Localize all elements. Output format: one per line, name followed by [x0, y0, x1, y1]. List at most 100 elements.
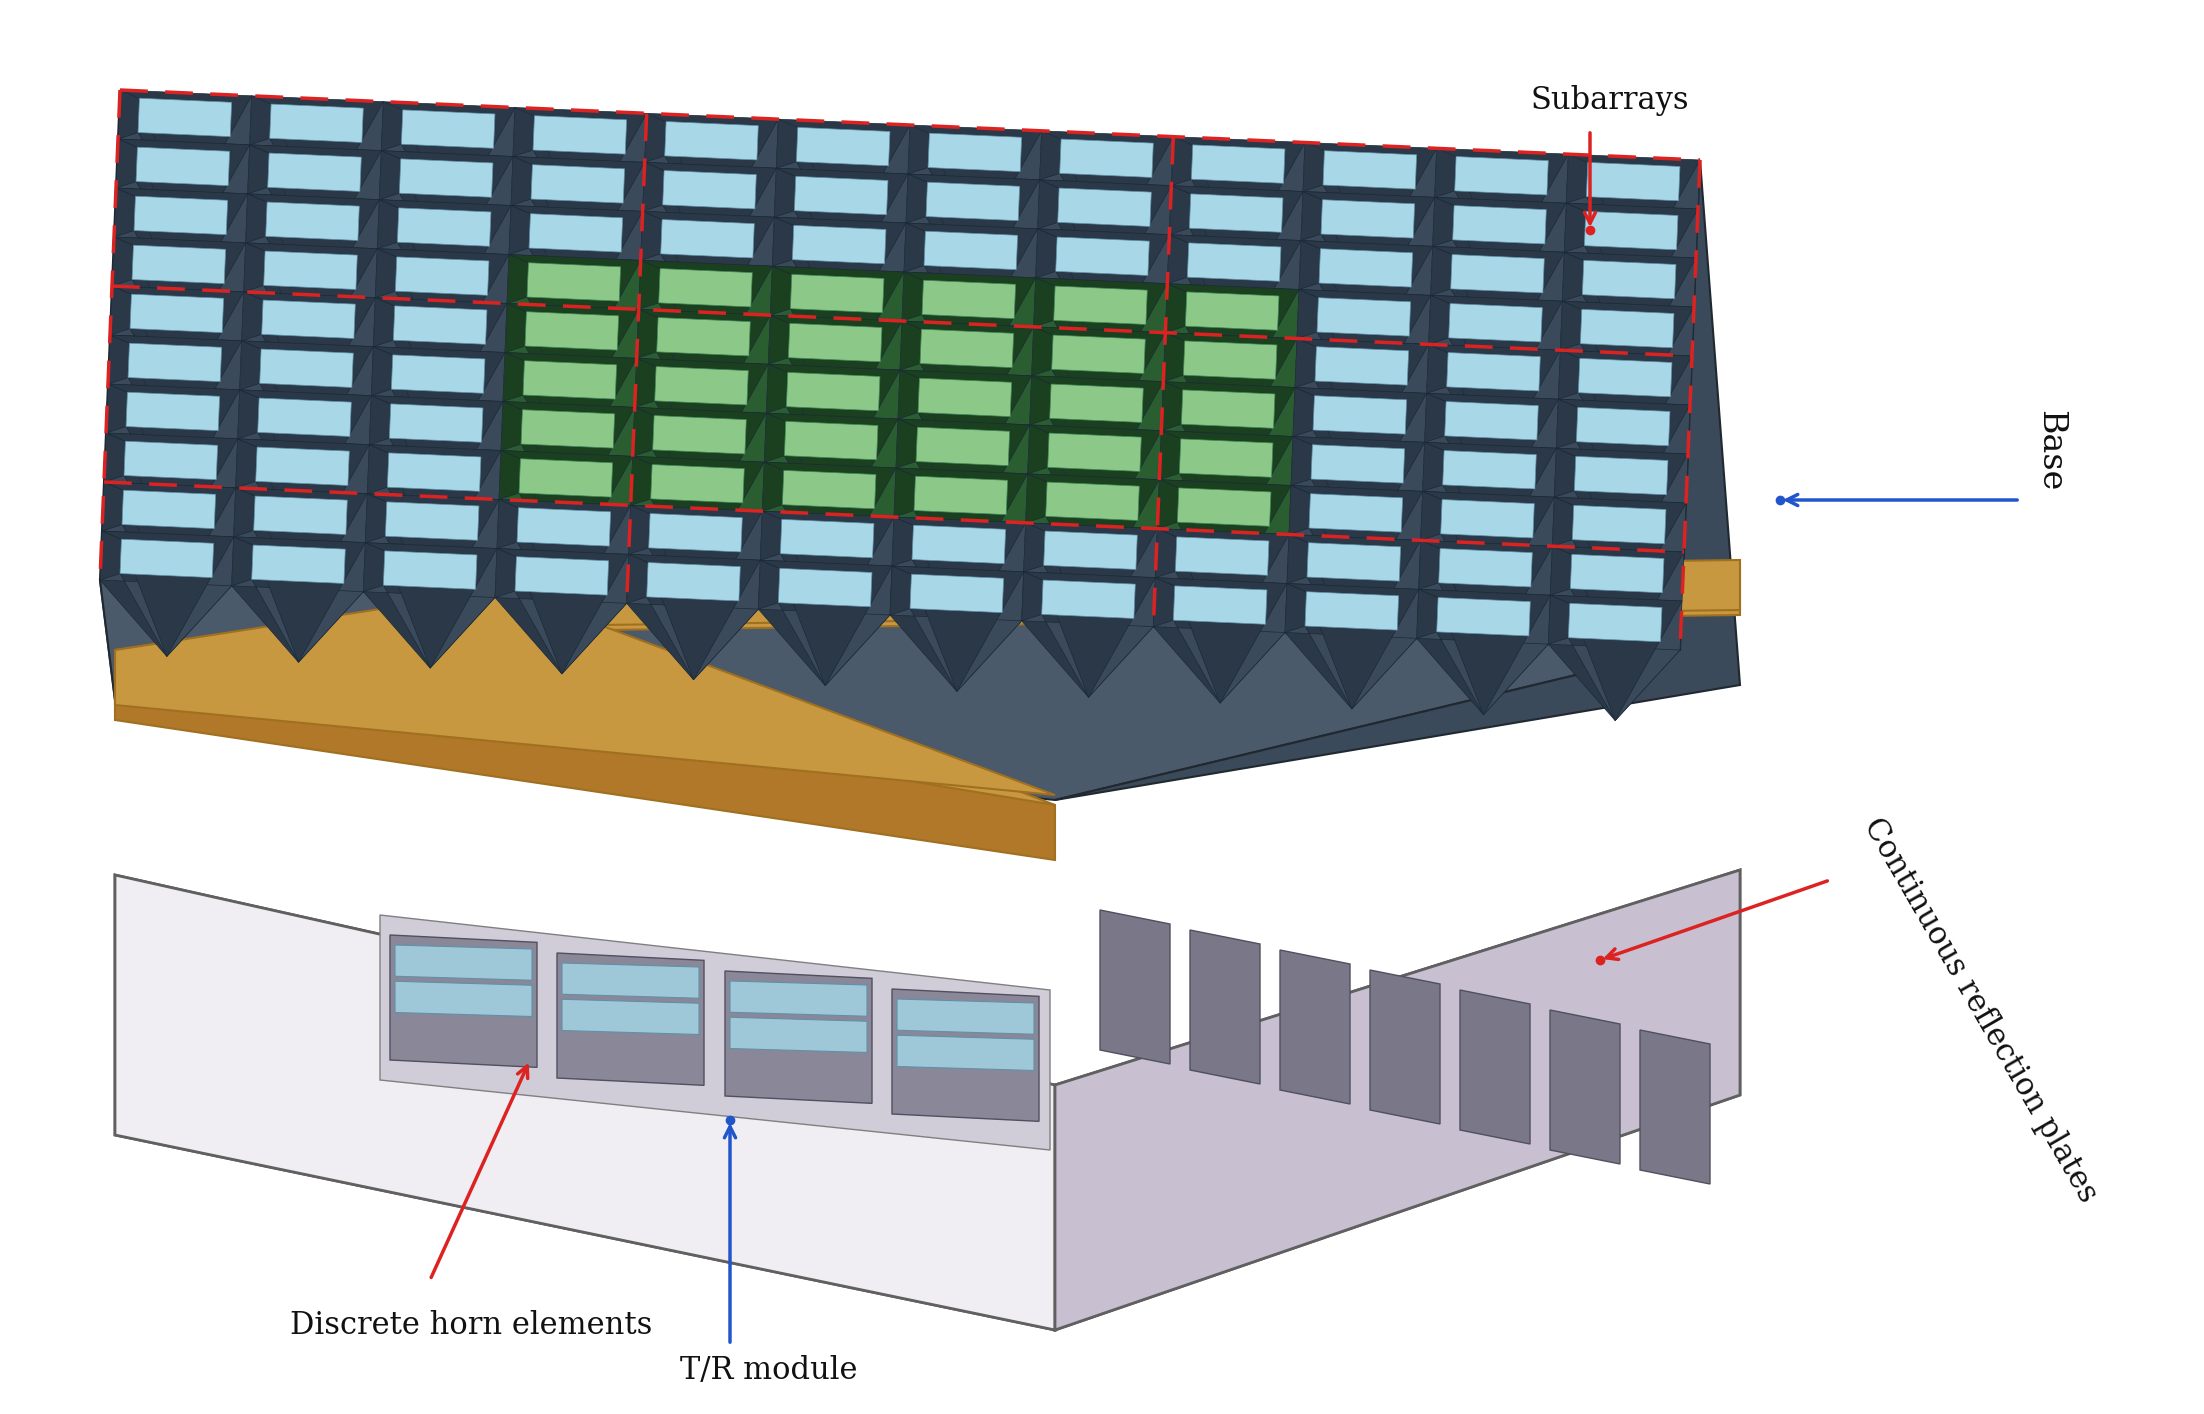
Polygon shape: [1430, 288, 1563, 372]
Polygon shape: [1056, 160, 1739, 800]
Polygon shape: [767, 413, 897, 539]
Polygon shape: [264, 252, 357, 290]
Polygon shape: [890, 566, 957, 691]
Polygon shape: [1289, 527, 1422, 611]
Polygon shape: [699, 413, 767, 533]
Polygon shape: [1571, 554, 1664, 592]
Polygon shape: [1424, 436, 1556, 519]
Polygon shape: [1040, 174, 1170, 256]
Polygon shape: [897, 419, 1029, 544]
Polygon shape: [1170, 228, 1300, 311]
Polygon shape: [635, 400, 767, 484]
Polygon shape: [571, 310, 639, 428]
Polygon shape: [108, 385, 240, 509]
Polygon shape: [906, 216, 1038, 300]
Polygon shape: [496, 591, 626, 674]
Polygon shape: [1025, 516, 1157, 600]
Polygon shape: [115, 560, 1739, 795]
Polygon shape: [119, 539, 214, 577]
Polygon shape: [1292, 437, 1358, 561]
Polygon shape: [1309, 493, 1402, 532]
Polygon shape: [650, 465, 745, 503]
Polygon shape: [368, 493, 498, 619]
Polygon shape: [1027, 468, 1159, 550]
Polygon shape: [1422, 491, 1488, 617]
Polygon shape: [511, 205, 644, 331]
Polygon shape: [298, 543, 366, 662]
Polygon shape: [635, 407, 767, 533]
Polygon shape: [1173, 137, 1305, 262]
Polygon shape: [236, 488, 368, 614]
Polygon shape: [1162, 431, 1294, 556]
Polygon shape: [430, 549, 496, 667]
Polygon shape: [1042, 132, 1173, 256]
Polygon shape: [507, 255, 573, 380]
Polygon shape: [1419, 540, 1485, 666]
Polygon shape: [646, 113, 778, 239]
Polygon shape: [1624, 356, 1693, 475]
Polygon shape: [1056, 238, 1148, 276]
Polygon shape: [575, 211, 644, 331]
Polygon shape: [1549, 546, 1618, 672]
Polygon shape: [119, 139, 249, 264]
Polygon shape: [500, 402, 569, 527]
Polygon shape: [776, 168, 908, 294]
Polygon shape: [1029, 376, 1098, 501]
Polygon shape: [242, 291, 309, 417]
Polygon shape: [915, 477, 1007, 515]
Polygon shape: [1424, 443, 1556, 568]
Polygon shape: [388, 452, 480, 491]
Polygon shape: [1157, 529, 1289, 655]
Polygon shape: [1571, 505, 1666, 544]
Polygon shape: [1164, 382, 1296, 508]
Polygon shape: [101, 532, 234, 656]
Polygon shape: [644, 163, 710, 288]
Polygon shape: [842, 174, 908, 294]
Polygon shape: [381, 144, 514, 228]
Polygon shape: [1435, 148, 1501, 274]
Polygon shape: [1298, 283, 1430, 366]
Polygon shape: [928, 133, 1023, 171]
Polygon shape: [110, 286, 176, 411]
Polygon shape: [137, 147, 229, 185]
Polygon shape: [395, 981, 531, 1017]
Polygon shape: [1558, 399, 1690, 525]
Polygon shape: [1303, 191, 1435, 317]
Polygon shape: [912, 525, 1005, 564]
Polygon shape: [500, 451, 633, 575]
Polygon shape: [392, 355, 485, 393]
Polygon shape: [1448, 304, 1543, 342]
Polygon shape: [1036, 277, 1168, 403]
Polygon shape: [247, 188, 379, 270]
Polygon shape: [1433, 246, 1565, 372]
Polygon shape: [503, 352, 571, 478]
Polygon shape: [1316, 346, 1408, 385]
Polygon shape: [1318, 298, 1411, 337]
Polygon shape: [626, 597, 758, 680]
Polygon shape: [106, 427, 238, 509]
Polygon shape: [1038, 180, 1104, 305]
Polygon shape: [505, 304, 571, 428]
Polygon shape: [1353, 540, 1422, 660]
Polygon shape: [514, 107, 580, 233]
Polygon shape: [253, 496, 348, 534]
Polygon shape: [1173, 585, 1267, 624]
Polygon shape: [1452, 205, 1547, 245]
Polygon shape: [1168, 277, 1298, 361]
Polygon shape: [701, 365, 769, 484]
Polygon shape: [974, 132, 1042, 250]
Polygon shape: [256, 447, 348, 485]
Polygon shape: [1629, 257, 1697, 378]
Polygon shape: [1492, 399, 1558, 519]
Polygon shape: [730, 1017, 866, 1052]
Polygon shape: [115, 188, 181, 314]
Polygon shape: [897, 419, 963, 544]
Polygon shape: [1034, 277, 1100, 403]
Polygon shape: [793, 177, 888, 215]
Polygon shape: [1580, 310, 1675, 348]
Polygon shape: [1060, 139, 1153, 177]
Polygon shape: [1292, 479, 1422, 561]
Polygon shape: [1029, 424, 1162, 550]
Polygon shape: [309, 298, 375, 417]
Polygon shape: [1565, 246, 1697, 328]
